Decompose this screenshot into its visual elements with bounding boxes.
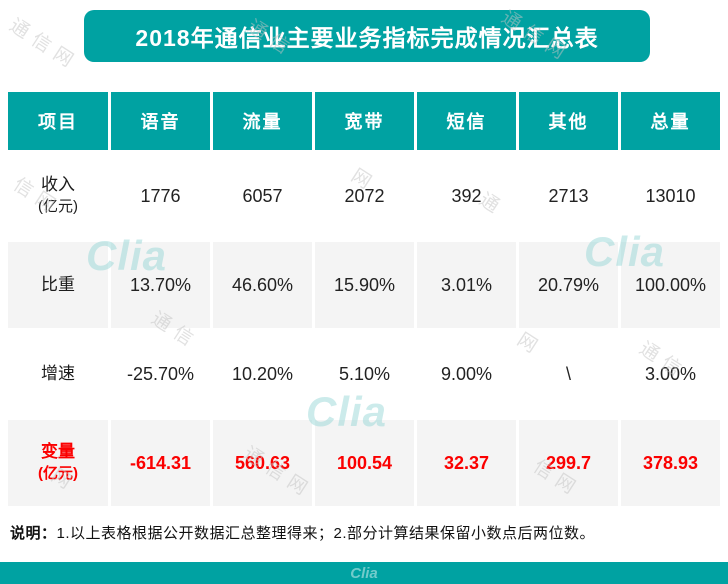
table-header-cell: 流量 [213, 92, 312, 150]
table-cell: 2713 [519, 153, 618, 239]
watermark-text: 通信网 [5, 15, 83, 76]
row-label: 增速 [8, 331, 108, 417]
table-cell: 299.7 [519, 420, 618, 506]
table-cell: 378.93 [621, 420, 720, 506]
table-header-cell: 短信 [417, 92, 516, 150]
table-cell: -25.70% [111, 331, 210, 417]
table-cell: 13.70% [111, 242, 210, 328]
note-text: 1.以上表格根据公开数据汇总整理得来；2.部分计算结果保留小数点后两位数。 [56, 525, 596, 542]
table-cell: -614.31 [111, 420, 210, 506]
table-header-cell: 其他 [519, 92, 618, 150]
table-header-cell: 项目 [8, 92, 108, 150]
table-header-cell: 语音 [111, 92, 210, 150]
table-cell: 392 [417, 153, 516, 239]
watermark-logo: Clia [350, 564, 378, 582]
table-cell: 32.37 [417, 420, 516, 506]
table-cell: 5.10% [315, 331, 414, 417]
table-cell: 560.63 [213, 420, 312, 506]
table-cell: 100.00% [621, 242, 720, 328]
table-cell: 9.00% [417, 331, 516, 417]
row-label: 比重 [8, 242, 108, 328]
table-header-cell: 总量 [621, 92, 720, 150]
table-cell: 10.20% [213, 331, 312, 417]
table-header-cell: 宽带 [315, 92, 414, 150]
table-cell: 3.00% [621, 331, 720, 417]
table-cell: 1776 [111, 153, 210, 239]
summary-table: 项目 语音 流量 宽带 短信 其他 总量 收入 (亿元) 1776 6057 2… [8, 92, 720, 506]
table-cell: 6057 [213, 153, 312, 239]
note-prefix: 说明： [10, 525, 57, 542]
row-label: 变量 (亿元) [8, 420, 108, 506]
page-title: 2018年通信业主要业务指标完成情况汇总表 [84, 10, 650, 62]
table-cell: 100.54 [315, 420, 414, 506]
table-note: 说明：1.以上表格根据公开数据汇总整理得来；2.部分计算结果保留小数点后两位数。 [10, 522, 720, 543]
table-cell: \ [519, 331, 618, 417]
table-cell: 15.90% [315, 242, 414, 328]
table-cell: 2072 [315, 153, 414, 239]
table-cell: 13010 [621, 153, 720, 239]
footer-strip: Clia [0, 562, 728, 584]
table-cell: 20.79% [519, 242, 618, 328]
table-cell: 46.60% [213, 242, 312, 328]
row-label: 收入 (亿元) [8, 153, 108, 239]
table-cell: 3.01% [417, 242, 516, 328]
